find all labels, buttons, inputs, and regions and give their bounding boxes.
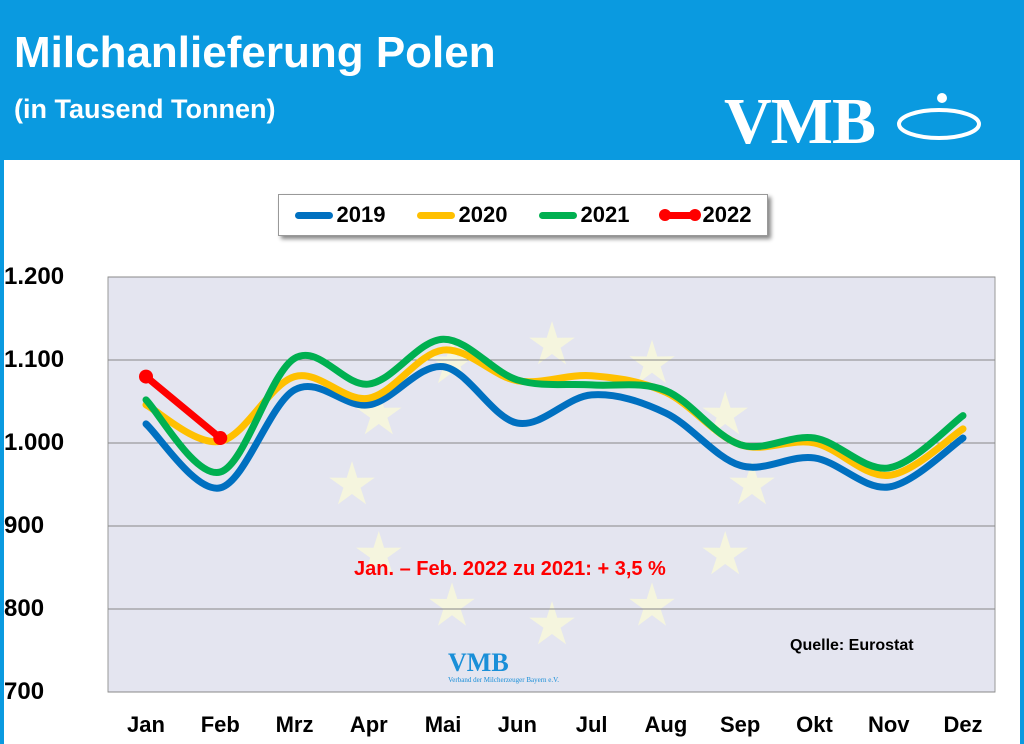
data-point-2022 [213,431,228,446]
x-tick-label: Mrz [275,712,314,737]
legend-swatch [294,211,333,219]
series-line-2019 [142,363,967,492]
legend-label: 2019 [336,202,386,227]
source-note: Quelle: Eurostat [790,637,914,654]
header-banner: Milchanlieferung Polen (in Tausend Tonne… [0,0,1024,158]
star-icon [702,531,748,575]
vmb-logo: VMB [724,84,981,160]
eu-stars-background [329,321,775,645]
chart-legend: 2019 2020 2021 2022 [278,194,768,236]
x-tick-label: Aug [644,712,688,737]
page-title: Milchanlieferung Polen [14,28,496,77]
star-icon [429,582,475,626]
star-icon [429,339,475,384]
data-point-2022 [139,369,153,384]
series-line-2022 [142,373,224,442]
star-icon [356,391,402,435]
legend-item-2020: 2020 [416,202,508,228]
legend-item-2021: 2021 [538,202,630,228]
legend-label: 2022 [702,202,752,227]
x-tick-label: Jun [497,712,537,737]
legend-swatch [658,208,701,221]
legend-item-2019: 2019 [294,202,386,228]
y-tick-label: 700 [4,678,45,705]
x-tick-label: Nov [867,712,910,737]
star-icon [329,461,375,505]
y-tick-label: 800 [4,595,45,622]
star-icon [529,601,575,645]
page-subtitle: (in Tausend Tonnen) [14,94,276,124]
chart-annotation: Jan. – Feb. 2022 zu 2021: + 3,5 % [354,558,666,580]
watermark-logo: VMB [448,648,509,677]
x-tick-label: Dez [943,712,983,737]
legend-label: 2020 [458,202,508,227]
x-tick-label: Jul [575,712,608,737]
x-tick-label: Sep [719,712,761,737]
star-icon [629,582,675,626]
legend-item-2022: 2022 [658,202,752,228]
x-tick-label: Feb [200,712,240,737]
star-icon [356,531,402,575]
y-tick-label: 1.000 [4,429,65,456]
star-icon [702,391,748,435]
x-tick-label: Mai [424,712,462,737]
y-tick-label: 1.200 [4,263,65,290]
legend-swatch [538,211,577,219]
x-tick-label: Jan [127,712,165,737]
x-tick-label: Okt [796,712,833,737]
legend-swatch [416,211,455,219]
y-tick-label: 900 [4,512,45,539]
star-icon [729,461,775,505]
y-tick-label: 1.100 [4,346,65,373]
star-icon [629,339,675,384]
logo-swirl-icon [897,93,981,140]
x-tick-label: Apr [349,712,388,737]
legend-label: 2021 [580,202,630,227]
series-line-2021 [142,335,967,476]
watermark-tagline: Verband der Milcherzeuger Bayern e.V. [448,676,560,684]
star-icon [529,321,575,365]
